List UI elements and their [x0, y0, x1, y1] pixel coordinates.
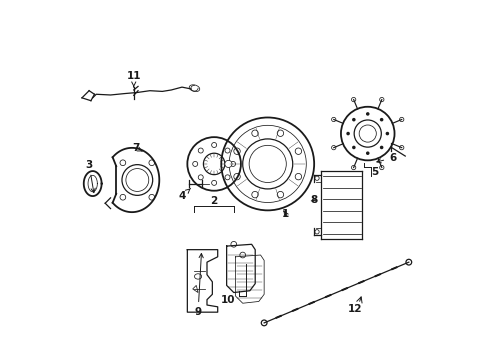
Circle shape [277, 192, 283, 198]
Circle shape [224, 148, 229, 153]
Circle shape [211, 180, 216, 185]
Circle shape [399, 117, 403, 122]
Circle shape [211, 143, 216, 148]
Text: 10: 10 [221, 295, 235, 305]
Circle shape [251, 130, 258, 136]
Circle shape [120, 160, 125, 166]
Text: 7: 7 [132, 143, 142, 153]
Text: 1: 1 [282, 209, 288, 219]
Circle shape [351, 146, 355, 149]
Text: 2: 2 [210, 196, 217, 206]
Text: 9: 9 [194, 253, 203, 317]
Circle shape [365, 152, 369, 155]
Text: 12: 12 [347, 303, 362, 314]
Circle shape [224, 160, 231, 167]
Circle shape [240, 252, 245, 258]
Circle shape [261, 320, 266, 326]
Circle shape [379, 118, 383, 121]
Circle shape [351, 165, 355, 170]
Circle shape [198, 148, 203, 153]
Circle shape [331, 117, 335, 122]
Circle shape [351, 118, 355, 121]
Circle shape [351, 98, 355, 102]
Circle shape [277, 130, 283, 136]
Text: 6: 6 [376, 153, 396, 163]
Text: 11: 11 [126, 71, 141, 87]
Circle shape [149, 194, 154, 200]
Circle shape [365, 112, 369, 116]
Circle shape [399, 145, 403, 150]
Circle shape [233, 148, 240, 154]
Circle shape [331, 145, 335, 150]
Circle shape [149, 160, 154, 166]
Circle shape [314, 176, 319, 180]
Circle shape [295, 174, 301, 180]
Circle shape [379, 146, 383, 149]
Circle shape [251, 192, 258, 198]
Circle shape [198, 175, 203, 180]
Circle shape [120, 194, 125, 200]
Circle shape [405, 259, 411, 265]
Text: 3: 3 [85, 159, 95, 193]
Text: 4: 4 [178, 188, 190, 201]
Text: 8: 8 [310, 195, 317, 204]
Circle shape [230, 161, 235, 166]
Circle shape [295, 148, 301, 154]
Circle shape [314, 230, 319, 234]
Circle shape [230, 242, 236, 247]
Circle shape [379, 165, 383, 170]
Circle shape [385, 132, 388, 135]
Text: 5: 5 [370, 167, 378, 177]
Circle shape [346, 132, 349, 135]
Circle shape [192, 161, 197, 166]
Circle shape [379, 98, 383, 102]
Circle shape [224, 175, 229, 180]
Circle shape [233, 174, 240, 180]
